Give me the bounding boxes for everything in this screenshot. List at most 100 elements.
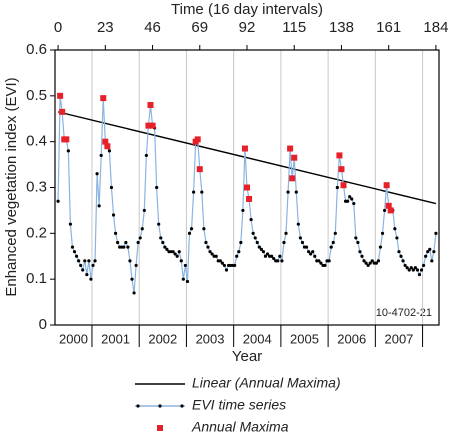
max-marker [291, 154, 298, 161]
point [317, 259, 321, 263]
point [399, 254, 403, 258]
point [255, 240, 259, 245]
point [282, 240, 286, 245]
y-tick-label: 0.2 [26, 224, 47, 241]
point [68, 222, 73, 226]
max-marker [387, 207, 394, 214]
max-marker [104, 143, 111, 150]
point [309, 252, 313, 256]
point [239, 240, 243, 245]
point [72, 250, 77, 254]
point [270, 254, 274, 258]
point [329, 245, 333, 249]
point [111, 213, 116, 217]
year-label: 2000 [59, 331, 88, 346]
trend-line [57, 111, 437, 205]
point [382, 208, 387, 213]
point [138, 236, 142, 240]
point [204, 240, 208, 245]
point [175, 254, 179, 258]
y-tick-label: 0.5 [26, 87, 47, 104]
legend-marker [157, 425, 163, 431]
year-label: 2007 [384, 331, 413, 346]
point [311, 250, 315, 254]
point [91, 263, 95, 268]
point [95, 172, 99, 176]
point [362, 259, 366, 263]
legend-point [136, 404, 140, 408]
point [173, 252, 177, 256]
max-marker [244, 184, 250, 191]
max-marker [383, 182, 390, 189]
point [378, 245, 383, 249]
point [403, 263, 407, 268]
top-tick-label: 46 [144, 19, 161, 36]
point [140, 227, 144, 231]
point [157, 222, 161, 226]
point [142, 208, 146, 213]
max-marker [241, 145, 248, 152]
point [257, 245, 261, 249]
point [432, 250, 436, 254]
point [192, 190, 196, 194]
point [218, 259, 222, 263]
legend-point [158, 404, 162, 408]
point [208, 250, 212, 254]
point [200, 190, 204, 194]
point [253, 236, 257, 240]
point [272, 256, 276, 261]
point [307, 250, 311, 254]
point [249, 217, 253, 222]
point [177, 250, 181, 254]
point [280, 259, 284, 263]
point [89, 277, 93, 281]
point [374, 261, 378, 265]
y-tick-label: 0.4 [26, 133, 47, 150]
point [66, 149, 70, 153]
year-label: 2004 [243, 331, 272, 346]
point [113, 231, 118, 235]
point [116, 240, 120, 245]
point [360, 254, 364, 258]
point [368, 261, 372, 265]
legend-label: Annual Maxima [191, 419, 289, 435]
point [346, 199, 350, 203]
point [206, 245, 210, 249]
point [187, 231, 192, 235]
max-marker [57, 92, 64, 99]
point [179, 259, 183, 263]
max-marker [385, 202, 392, 209]
point [136, 240, 140, 245]
top-tick-label: 69 [191, 19, 208, 36]
point [237, 250, 241, 254]
point [122, 245, 126, 249]
point [126, 245, 130, 249]
point [130, 277, 134, 281]
y-tick-label: 0.6 [26, 41, 47, 58]
point [276, 259, 280, 263]
point [155, 185, 159, 190]
point [265, 252, 270, 256]
point [428, 247, 432, 251]
top-axis-title: Time (16 day intervals) [171, 1, 323, 18]
y-axis-title: Enhanced vegetation index (EVI) [3, 77, 20, 296]
point [430, 259, 434, 263]
point [356, 240, 360, 245]
point [222, 263, 227, 268]
legend-label: Linear (Annual Maxima) [192, 375, 341, 391]
point [161, 240, 165, 245]
point [350, 197, 354, 201]
top-tick-label: 0 [54, 19, 62, 36]
point [181, 277, 185, 281]
y-tick-label: 0.3 [26, 178, 47, 195]
point [358, 250, 362, 254]
point [261, 250, 266, 254]
point [331, 240, 335, 245]
max-marker [289, 175, 296, 182]
year-label: 2005 [290, 331, 319, 346]
point [56, 199, 60, 203]
legend-label: EVI time series [192, 397, 286, 413]
point [233, 263, 237, 268]
point [354, 236, 358, 240]
